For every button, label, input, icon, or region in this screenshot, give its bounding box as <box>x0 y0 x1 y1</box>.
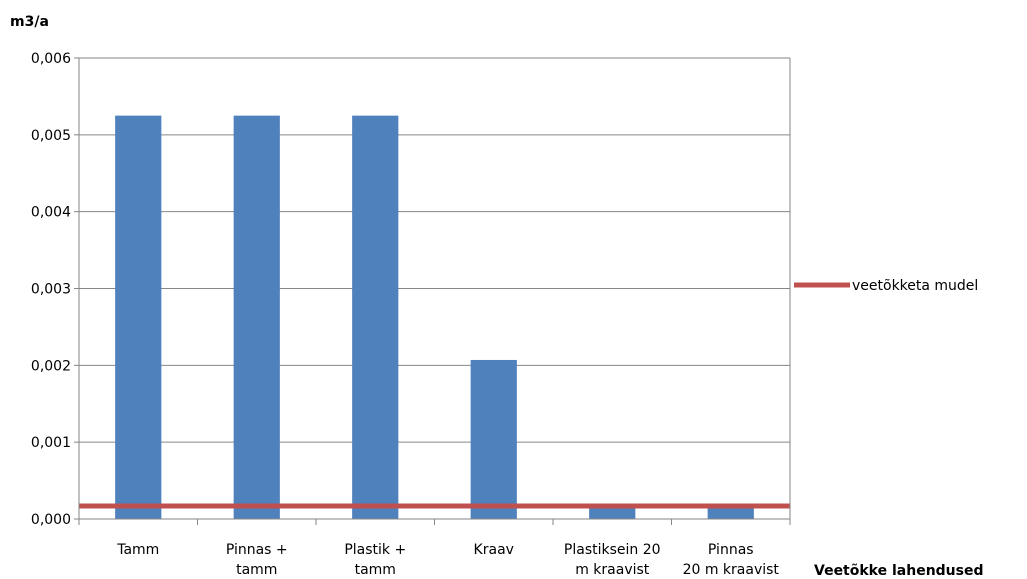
category-label: Plastiksein 20 <box>564 542 661 558</box>
grid-layer <box>79 57 790 443</box>
axis-layer <box>74 57 791 525</box>
category-label: Kraav <box>474 542 514 558</box>
y-tick-label: 0,000 <box>31 512 71 528</box>
y-tick-label: 0,002 <box>31 358 71 374</box>
bar <box>470 359 517 519</box>
y-tick-label: 0,001 <box>31 435 71 451</box>
bar <box>707 507 754 519</box>
y-tick-label: 0,005 <box>31 128 71 144</box>
y-tick-label: 0,006 <box>31 51 71 67</box>
bar <box>352 115 399 519</box>
category-label: m kraavist <box>575 562 650 578</box>
legend-label: veetõkketa mudel <box>852 278 978 294</box>
bar <box>589 507 636 519</box>
legend: veetõkketa mudel <box>794 278 978 294</box>
bar <box>115 115 162 519</box>
category-label: 20 m kraavist <box>683 562 780 578</box>
category-label: Plastik + <box>344 542 406 558</box>
category-label: tamm <box>236 562 277 578</box>
y-axis-title: m3/a <box>10 14 49 30</box>
x-axis-title: Veetõkke lahendused <box>814 563 984 579</box>
y-tick-label: 0,003 <box>31 282 71 298</box>
category-label: Pinnas <box>708 542 754 558</box>
category-label: Tamm <box>116 542 159 558</box>
label-layer: 0,000 0,001 0,002 0,003 0,004 0,005 0,006 Tamm P… <box>31 51 780 578</box>
category-label: Pinnas + <box>226 542 288 558</box>
bar <box>233 115 280 519</box>
y-tick-label: 0,004 <box>31 205 71 221</box>
bar-layer <box>115 115 754 519</box>
category-label: tamm <box>355 562 396 578</box>
